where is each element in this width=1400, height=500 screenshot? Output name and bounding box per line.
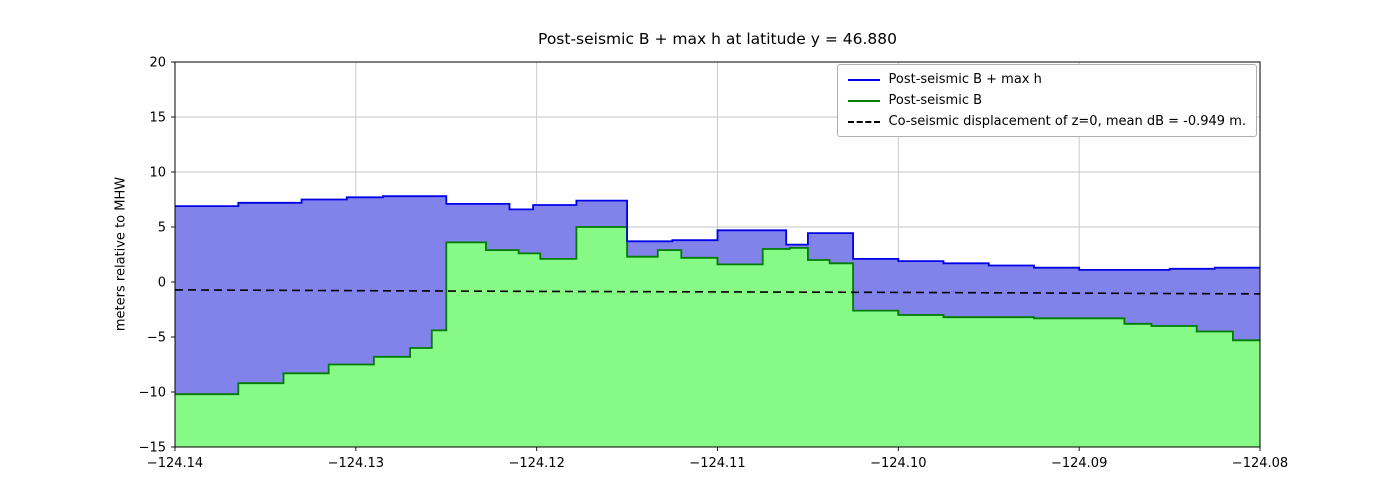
chart-title: Post-seismic B + max h at latitude y = 4…: [538, 30, 897, 48]
legend-item: Post-seismic B + max h: [847, 71, 1247, 88]
tick-marks: [171, 61, 1261, 451]
svg-text:−124.12: −124.12: [508, 456, 564, 471]
blue-line-swatch: [847, 78, 880, 81]
y-axis-label: meters relative to MHW: [113, 176, 129, 332]
green-step-line: [175, 226, 1260, 396]
legend-item: Post-seismic B: [847, 92, 1247, 109]
svg-text:−124.11: −124.11: [689, 456, 745, 471]
svg-text:−15: −15: [139, 441, 166, 456]
svg-text:−10: −10: [139, 386, 166, 401]
coseismic-dashed-line: [174, 289, 1261, 295]
svg-text:15: 15: [149, 111, 166, 126]
svg-text:−124.13: −124.13: [328, 456, 384, 471]
svg-text:−5: −5: [147, 331, 166, 346]
green-line-swatch: [847, 99, 880, 102]
dashed-line-swatch: [847, 120, 880, 123]
svg-text:−124.14: −124.14: [147, 456, 203, 471]
x-tick-labels: −124.14 −124.13 −124.12 −124.11 −124.10 −124.…: [147, 456, 1288, 471]
svg-text:5: 5: [158, 221, 166, 236]
svg-text:−124.10: −124.10: [870, 456, 926, 471]
svg-text:10: 10: [149, 166, 166, 181]
green-area-series: [175, 227, 1260, 447]
y-tick-labels: −15 −10 −5 0 5 10 15 20: [139, 56, 166, 456]
svg-text:20: 20: [149, 56, 166, 71]
legend: Post-seismic B + max h Post-seismic B Co…: [836, 64, 1257, 137]
svg-text:−124.09: −124.09: [1051, 456, 1107, 471]
legend-item-label: Post-seismic B + max h: [888, 72, 1042, 87]
legend-item-label: Post-seismic B: [888, 93, 983, 108]
svg-text:0: 0: [158, 276, 166, 291]
legend-item: Co-seismic displacement of z=0, mean dB …: [847, 113, 1247, 130]
legend-item-label: Co-seismic displacement of z=0, mean dB …: [888, 114, 1247, 129]
blue-step-line: [175, 195, 1260, 271]
svg-text:−124.08: −124.08: [1232, 456, 1288, 471]
